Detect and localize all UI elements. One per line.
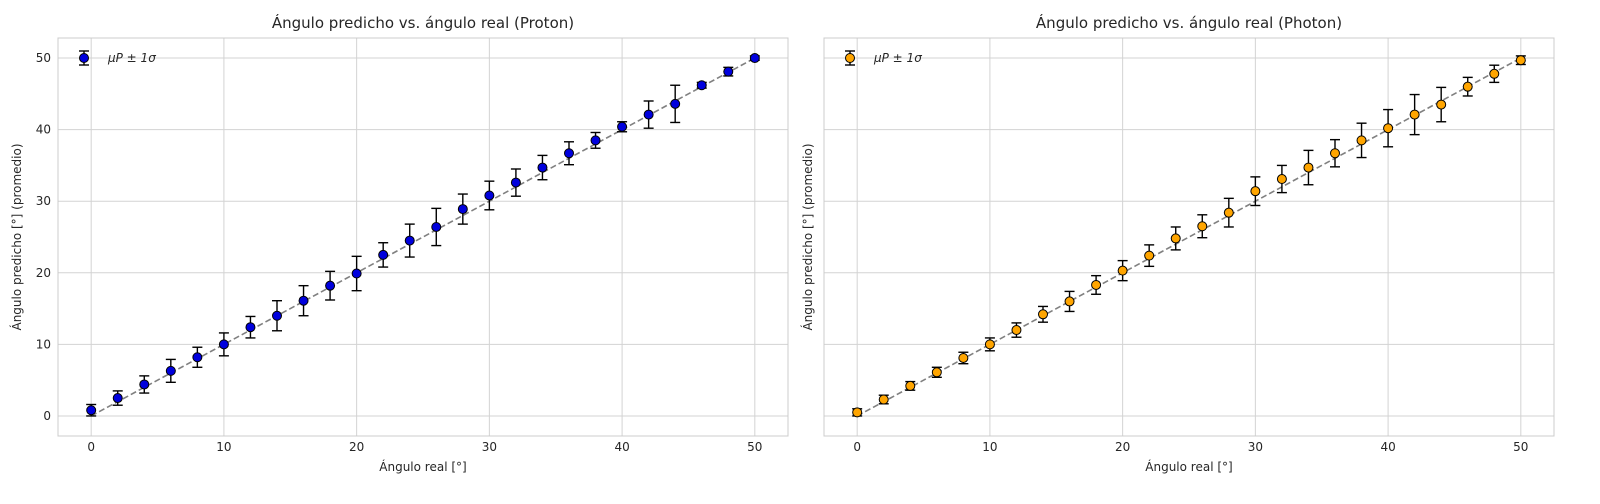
x-tick-label: 30 [1248,440,1263,454]
data-point [139,379,150,390]
data-point [484,190,495,201]
x-tick-label: 50 [1513,440,1528,454]
plot-panel-1: 0 10 20 30 40 50 Ángulo predicho vs. ángulo re… [800,13,1555,474]
legend: μP ± 1σ [79,50,156,66]
plot-panel-0: 0 10 20 30 40 50 0 10 20 30 40 50 Ángulo predicho vs… [9,13,789,474]
legend: μP ± 1σ [845,50,922,66]
x-tick-label: 10 [982,440,997,454]
data-point [1276,174,1287,185]
data-point [537,162,548,173]
data-point [1091,279,1102,290]
data-point [931,367,942,378]
data-point [1409,109,1420,120]
data-point [1462,81,1473,92]
data-point [1144,250,1155,261]
y-tick-label: 30 [36,194,51,208]
data-point [1064,296,1075,307]
chart-title: Ángulo predicho vs. ángulo real (Photon) [1036,13,1342,32]
x-tick-label: 0 [853,440,861,454]
data-point [852,407,863,418]
legend-label: μP ± 1σ [873,51,922,65]
data-point [1170,233,1181,244]
x-tick-label: 20 [1115,440,1130,454]
data-point [1223,207,1234,218]
data-point [1330,148,1340,159]
y-axis-label: Ángulo predicho [°] (promedio) [9,143,24,330]
data-point [723,66,734,77]
data-point [325,280,336,291]
data-point [165,365,176,376]
data-point [984,339,995,350]
data-point [878,394,889,405]
data-point [1436,99,1447,110]
y-tick-label: 50 [36,51,51,65]
x-tick-label: 50 [747,440,762,454]
data-point [457,204,468,215]
data-point [510,177,521,188]
data-point [404,235,415,246]
y-tick-label: 20 [36,266,51,280]
data-point [431,221,442,232]
y-tick-label: 40 [36,123,51,137]
data-point [643,109,654,120]
data-point [958,352,969,363]
x-tick-label: 10 [216,440,231,454]
data-point [86,405,97,416]
data-point [905,380,916,391]
data-point [272,310,282,321]
data-point [749,53,760,64]
plot-area [824,38,1554,436]
plot-area [58,38,788,436]
x-tick-label: 30 [482,440,497,454]
data-point [245,322,256,333]
plot-frame [823,37,1555,437]
y-tick-label: 10 [36,337,51,351]
data-point [298,295,309,306]
x-tick-label: 20 [349,440,364,454]
data-point [1117,265,1128,276]
x-tick-label: 40 [614,440,629,454]
data-point [1303,162,1314,173]
data-point [1197,221,1208,232]
y-axis-label: Ángulo predicho [°] (promedio) [800,143,815,330]
x-axis-label: Ángulo real [°] [379,459,466,474]
data-point [112,393,123,404]
data-point [1011,325,1022,336]
data-point [590,135,601,146]
data-point [1038,309,1048,320]
data-point [1356,135,1367,146]
data-point [1489,68,1500,79]
plot-frame [57,37,789,437]
data-point [218,339,229,350]
legend-marker [845,53,855,63]
data-point [1250,186,1261,197]
data-point [617,121,628,132]
data-point [1515,55,1526,66]
legend-label: μP ± 1σ [107,51,156,65]
data-point [670,98,681,109]
y-tick-label: 0 [43,409,51,423]
data-point [378,249,389,260]
data-point [696,80,707,91]
x-tick-label: 0 [87,440,95,454]
x-tick-label: 40 [1380,440,1395,454]
data-point [564,148,574,159]
legend-marker [79,53,89,63]
data-point [192,352,203,363]
data-point [351,268,362,279]
data-point [1383,123,1394,134]
x-axis-label: Ángulo real [°] [1145,459,1232,474]
chart-title: Ángulo predicho vs. ángulo real (Proton) [272,13,574,32]
